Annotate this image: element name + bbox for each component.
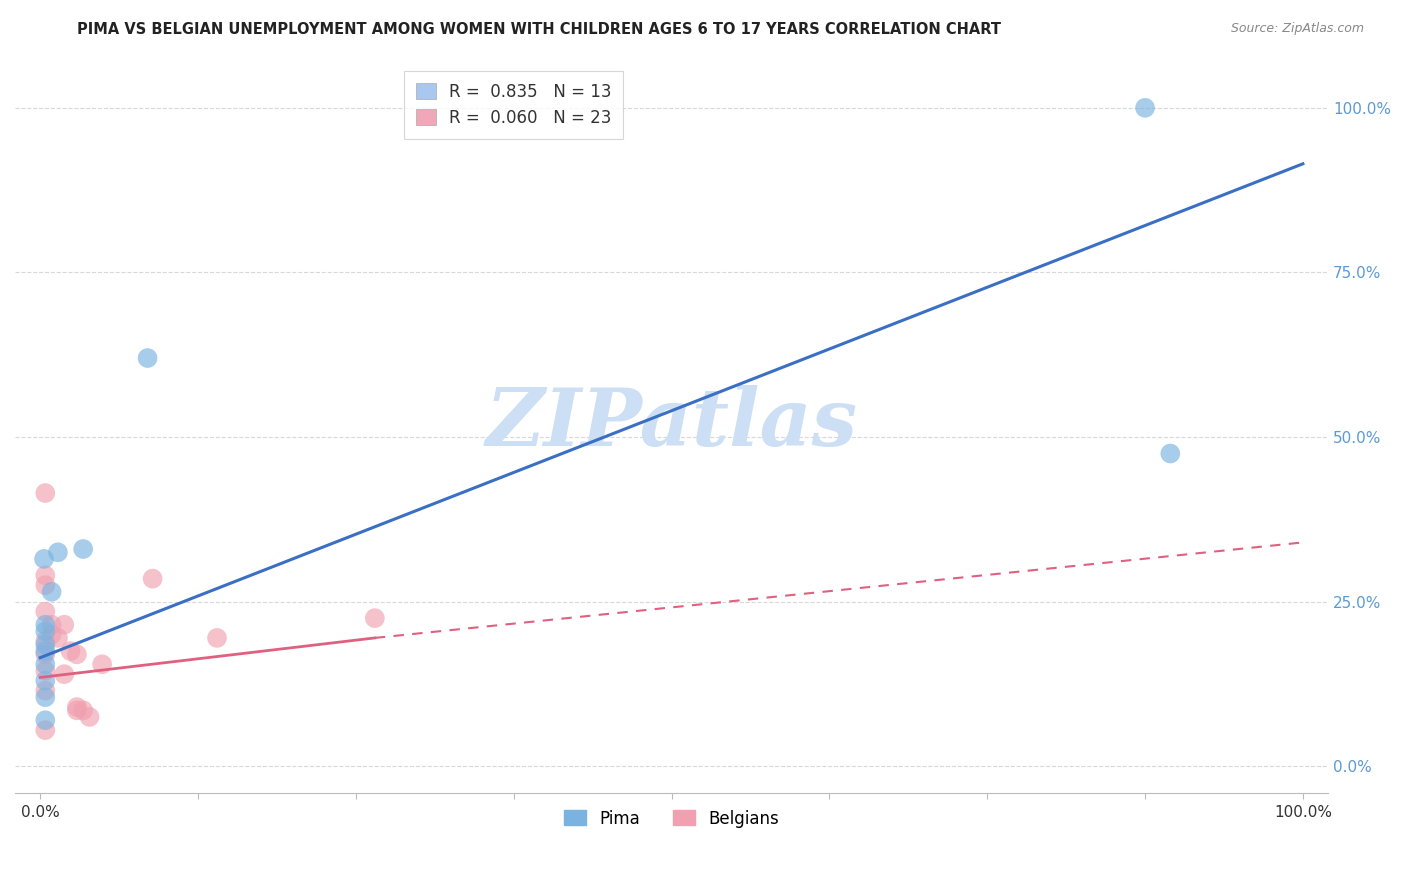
Point (46, 545, 69, 559)
Point (53, 667, 76, 681)
Point (46, 631, 69, 645)
Point (66, 703, 89, 717)
Point (41, 627, 63, 641)
Point (34, 644, 56, 658)
Point (34, 638, 56, 652)
Legend: Pima, Belgians: Pima, Belgians (555, 801, 787, 836)
Point (66, 700, 89, 714)
Point (142, 572, 165, 586)
Point (72, 541, 94, 556)
Point (34, 664, 56, 678)
Text: ZIPatlas: ZIPatlas (485, 385, 858, 463)
Point (34, 605, 56, 619)
Point (79, 710, 101, 724)
Point (34, 568, 56, 582)
Point (34, 690, 56, 705)
Point (72, 703, 94, 717)
Point (34, 617, 56, 632)
Point (34, 657, 56, 672)
Point (32, 552, 55, 566)
Point (34, 673, 56, 688)
Point (34, 486, 56, 500)
Point (1133, 101, 1156, 115)
Text: PIMA VS BELGIAN UNEMPLOYMENT AMONG WOMEN WITH CHILDREN AGES 6 TO 17 YEARS CORREL: PIMA VS BELGIAN UNEMPLOYMENT AMONG WOMEN… (77, 22, 1001, 37)
Point (41, 584, 63, 599)
Point (364, 611, 387, 625)
Point (1159, 446, 1181, 460)
Text: Source: ZipAtlas.com: Source: ZipAtlas.com (1230, 22, 1364, 36)
Point (34, 648, 56, 662)
Point (66, 648, 89, 662)
Point (91, 657, 114, 672)
Point (205, 631, 228, 645)
Point (34, 578, 56, 592)
Point (59, 644, 82, 658)
Point (34, 634, 56, 648)
Point (34, 683, 56, 698)
Point (41, 617, 63, 632)
Point (34, 624, 56, 639)
Point (34, 723, 56, 737)
Point (53, 617, 76, 632)
Point (34, 713, 56, 727)
Point (136, 351, 159, 365)
